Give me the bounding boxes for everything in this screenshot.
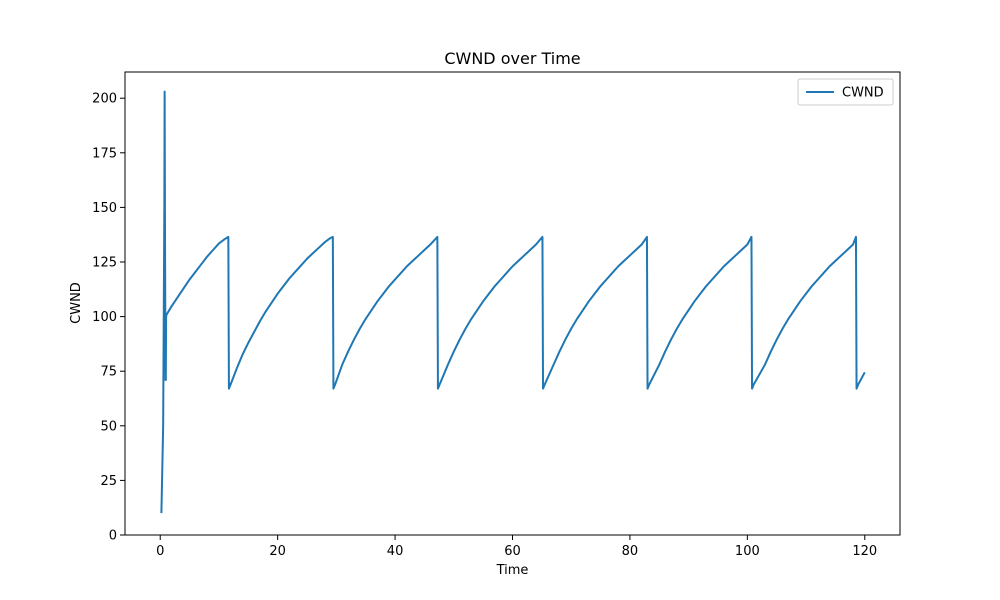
x-tick-label-100: 100 [735,544,760,559]
series-line-cwnd [160,90,866,514]
y-tick-label-75: 75 [100,365,117,380]
x-tick-label-40: 40 [387,544,404,559]
x-tick-label-20: 20 [269,544,286,559]
y-tick-label-150: 150 [92,201,117,216]
x-tick-label-80: 80 [622,544,639,559]
x-axis-label: Time [496,563,529,578]
legend-label-cwnd: CWND [842,86,884,101]
y-tick-label-25: 25 [100,474,117,489]
x-tick-label-120: 120 [852,544,877,559]
y-tick-label-125: 125 [92,256,117,271]
y-tick-label-0: 0 [109,529,117,544]
x-tick-label-60: 60 [504,544,521,559]
y-tick-label-175: 175 [92,146,117,161]
y-axis-label: CWND [69,282,84,324]
plot-area: 0 20 40 60 80 100 120 0 25 50 75 100 125 150 175 200 [92,71,901,559]
legend: CWND [797,78,894,106]
x-tick-label-0: 0 [156,544,164,559]
y-tick-label-200: 200 [92,92,117,107]
y-tick-label-100: 100 [92,310,117,325]
legend-box [797,78,894,106]
chart-title: CWND over Time [444,49,580,68]
y-tick-label-50: 50 [100,419,117,434]
